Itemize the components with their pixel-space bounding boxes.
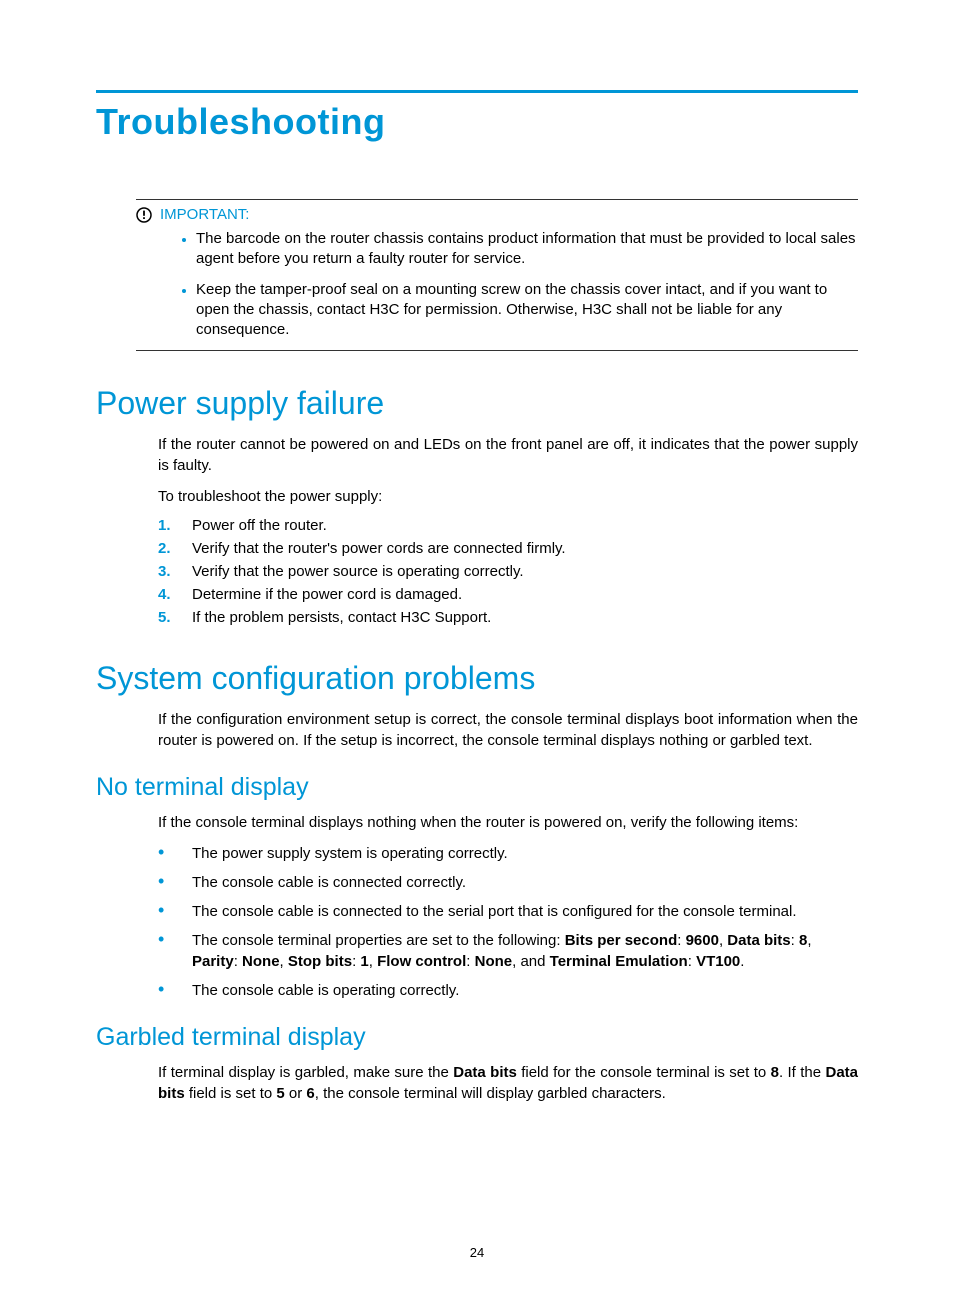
paragraph: If the console terminal displays nothing… [158,812,858,833]
important-list: The barcode on the router chassis contai… [176,229,858,340]
field-name: Data bits [453,1064,517,1081]
field-value: 5 [276,1085,284,1102]
step-item: 1.Power off the router. [158,517,858,534]
subsection-heading-noterm: No terminal display [96,773,858,802]
list-text: The console terminal properties are set … [192,930,858,972]
prop-value: VT100 [696,953,740,970]
step-number: 4. [158,586,192,603]
prop-value: None [475,953,513,970]
exclamation-circle-icon [136,207,152,223]
list-item: • The console terminal properties are se… [158,930,858,972]
prop-label: Flow control [377,953,466,970]
step-text: If the problem persists, contact H3C Sup… [192,609,858,626]
prop-label: Stop bits [288,953,352,970]
list-text: The console cable is connected correctly… [192,872,858,893]
text: or [285,1085,307,1102]
text: . If the [779,1064,826,1081]
troubleshoot-steps: 1.Power off the router. 2.Verify that th… [158,517,858,626]
field-value: 8 [771,1064,779,1081]
step-item: 2.Verify that the router's power cords a… [158,540,858,557]
text: If terminal display is garbled, make sur… [158,1064,453,1081]
checklist: •The power supply system is operating co… [158,843,858,1001]
field-value: 6 [306,1085,314,1102]
paragraph: If terminal display is garbled, make sur… [158,1062,858,1104]
subsection-heading-garbled: Garbled terminal display [96,1023,858,1052]
page-title: Troubleshooting [96,101,858,143]
subsection-body-garbled: If terminal display is garbled, make sur… [158,1062,858,1104]
paragraph: If the configuration environment setup i… [158,709,858,751]
important-callout: IMPORTANT: The barcode on the router cha… [136,199,858,351]
important-item: The barcode on the router chassis contai… [196,229,858,270]
step-text: Verify that the power source is operatin… [192,563,858,580]
list-text: The power supply system is operating cor… [192,843,858,864]
step-text: Power off the router. [192,517,858,534]
step-number: 5. [158,609,192,626]
step-number: 2. [158,540,192,557]
list-text: The console cable is operating correctly… [192,980,858,1001]
bullet-icon: • [158,930,192,948]
list-item: •The console cable is operating correctl… [158,980,858,1001]
paragraph: If the router cannot be powered on and L… [158,434,858,476]
paragraph: To troubleshoot the power supply: [158,486,858,507]
step-text: Determine if the power cord is damaged. [192,586,858,603]
prop-value: 8 [799,932,807,949]
section-body-sysconf: If the configuration environment setup i… [158,709,858,751]
text: field is set to [185,1085,277,1102]
section-heading-power: Power supply failure [96,385,858,422]
prop-value: None [242,953,280,970]
page: Troubleshooting IMPORTANT: The barcode o… [0,0,954,1296]
step-number: 3. [158,563,192,580]
text: field for the console terminal is set to [517,1064,771,1081]
prop-value: 1 [360,953,368,970]
section-body-power: If the router cannot be powered on and L… [158,434,858,626]
step-text: Verify that the router's power cords are… [192,540,858,557]
section-heading-sysconf: System configuration problems [96,660,858,697]
bullet-icon: • [158,872,192,890]
title-rule [96,90,858,93]
list-item: •The console cable is connected correctl… [158,872,858,893]
prop-label: Terminal Emulation [550,953,688,970]
subsection-body-noterm: If the console terminal displays nothing… [158,812,858,1001]
list-item: •The console cable is connected to the s… [158,901,858,922]
text: The console terminal properties are set … [192,932,565,949]
important-item: Keep the tamper-proof seal on a mounting… [196,280,858,341]
prop-value: 9600 [686,932,719,949]
step-item: 5.If the problem persists, contact H3C S… [158,609,858,626]
important-header: IMPORTANT: [136,200,858,225]
important-label: IMPORTANT: [160,206,249,223]
step-number: 1. [158,517,192,534]
step-item: 3.Verify that the power source is operat… [158,563,858,580]
bullet-icon: • [158,901,192,919]
list-item: •The power supply system is operating co… [158,843,858,864]
bullet-icon: • [158,980,192,998]
text: , the console terminal will display garb… [315,1085,666,1102]
prop-label: Data bits [727,932,790,949]
bullet-icon: • [158,843,192,861]
step-item: 4.Determine if the power cord is damaged… [158,586,858,603]
prop-label: Bits per second [565,932,678,949]
page-number: 24 [0,1245,954,1260]
prop-label: Parity [192,953,234,970]
list-text: The console cable is connected to the se… [192,901,858,922]
